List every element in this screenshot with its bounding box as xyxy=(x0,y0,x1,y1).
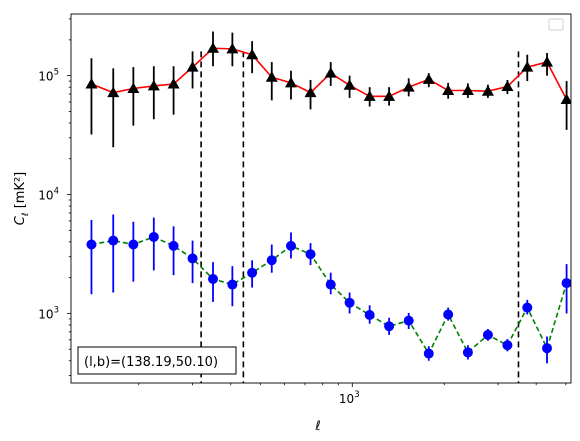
series-1-point-10 xyxy=(285,240,296,251)
series-0-point-4 xyxy=(167,78,180,89)
series-0-point-22 xyxy=(521,61,534,72)
series-0-point-0 xyxy=(85,78,98,89)
series-1-point-13 xyxy=(344,297,355,308)
series-0-point-10 xyxy=(284,76,297,88)
series-1-point-24 xyxy=(561,278,571,289)
chart-marks xyxy=(85,31,571,383)
series-1-point-20 xyxy=(482,329,493,340)
series-1-point-2 xyxy=(128,239,139,250)
series-0-point-23 xyxy=(541,56,554,67)
series-0-point-20 xyxy=(481,85,494,96)
y-axis-label-unit: [mK²] xyxy=(13,172,28,213)
y-tick-label-1-base: 10 xyxy=(38,189,53,203)
series-1-point-1 xyxy=(108,235,119,246)
y-tick-label-2-base: 10 xyxy=(38,70,53,84)
y-tick-label-0: 103 xyxy=(38,305,59,321)
x-tick-label-0-exponent: 3 xyxy=(354,390,359,400)
series-0-point-11 xyxy=(304,86,317,98)
x-tick-label-0: 103 xyxy=(339,390,360,406)
annotation-group: (l,b)=(138.19,50.10) xyxy=(77,346,237,375)
series-0-point-2 xyxy=(127,82,140,93)
legend-box xyxy=(548,18,564,31)
series-0-point-1 xyxy=(107,86,120,98)
annotation-text: (l,b)=(138.19,50.10) xyxy=(84,355,218,370)
series-1-point-0 xyxy=(86,239,97,250)
series-0-point-24 xyxy=(560,93,571,105)
series-1-point-3 xyxy=(148,231,159,242)
series-1-point-22 xyxy=(522,302,533,313)
series-1-point-17 xyxy=(423,348,434,359)
series-0-point-6 xyxy=(207,42,220,53)
series-1-point-8 xyxy=(247,267,258,278)
y-axis-label-symbol: C xyxy=(13,215,28,225)
annotation-box xyxy=(77,346,237,375)
series-0-point-14 xyxy=(363,90,376,101)
series-0-point-16 xyxy=(402,81,415,92)
x-axis-label: ℓ xyxy=(314,419,320,434)
series-0-point-19 xyxy=(461,84,474,96)
series-0-point-12 xyxy=(324,67,337,78)
series-0-point-17 xyxy=(422,73,435,84)
series-1-point-12 xyxy=(325,279,336,290)
series-1-point-16 xyxy=(403,315,414,326)
series-0-point-5 xyxy=(186,61,199,72)
series-1-point-5 xyxy=(187,253,198,264)
series-1-point-4 xyxy=(168,240,179,251)
y-axis-label-subscript: ℓ xyxy=(21,212,31,217)
plot-frame xyxy=(70,13,572,384)
series-0-point-9 xyxy=(265,71,278,82)
series-1-point-19 xyxy=(462,347,473,358)
series-1-point-11 xyxy=(305,249,316,260)
series-1-point-14 xyxy=(364,310,375,321)
y-tick-label-1: 104 xyxy=(38,187,59,203)
series-0-point-15 xyxy=(383,90,396,101)
plot-data-layer xyxy=(85,31,571,383)
series-1-point-23 xyxy=(542,343,553,354)
series-0-point-7 xyxy=(226,42,239,54)
series-0-point-13 xyxy=(343,79,356,90)
series-0-point-3 xyxy=(147,79,160,91)
series-1-point-9 xyxy=(266,255,277,266)
series-0-point-18 xyxy=(442,84,455,96)
series-1-point-6 xyxy=(208,273,219,284)
series-1-point-18 xyxy=(443,309,454,320)
y-tick-label-2: 105 xyxy=(38,68,59,84)
y-tick-label-0-base: 10 xyxy=(38,307,53,321)
y-tick-label-2-exponent: 5 xyxy=(54,68,59,78)
y-tick-label-1-exponent: 4 xyxy=(54,187,59,197)
series-1-point-15 xyxy=(384,321,395,332)
series-0-point-8 xyxy=(246,48,259,60)
series-1-line xyxy=(91,236,568,356)
y-axis-label: Cℓ [mK²] xyxy=(13,172,31,225)
series-1-point-21 xyxy=(502,340,513,351)
y-tick-label-0-exponent: 3 xyxy=(54,305,59,315)
x-tick-label-0-base: 10 xyxy=(339,392,354,406)
series-1-point-7 xyxy=(227,279,238,290)
series-0-point-21 xyxy=(501,80,514,92)
